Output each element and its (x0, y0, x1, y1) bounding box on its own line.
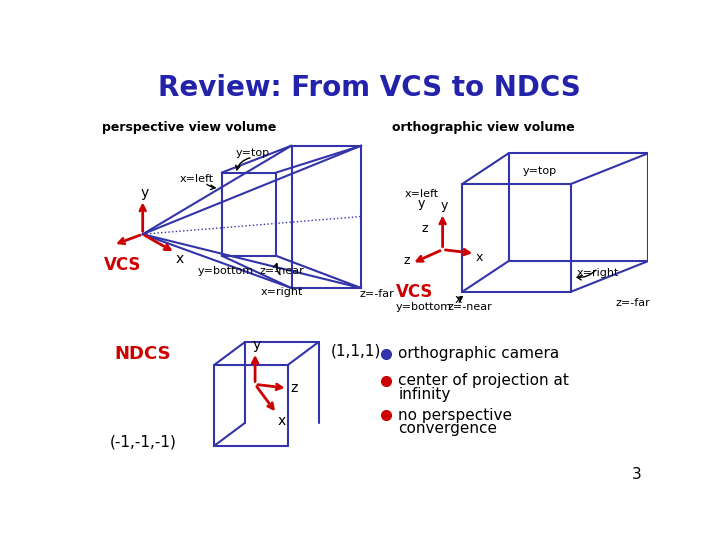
Text: z: z (421, 221, 428, 234)
Text: x=left: x=left (405, 189, 438, 199)
Text: y: y (441, 199, 448, 212)
Text: z: z (290, 381, 297, 395)
Text: y: y (418, 197, 426, 210)
Text: center of projection at: center of projection at (398, 373, 570, 388)
Text: x: x (454, 293, 462, 306)
Text: z: z (404, 254, 410, 267)
Text: 3: 3 (632, 467, 642, 482)
Text: orthographic camera: orthographic camera (398, 346, 559, 361)
Text: infinity: infinity (398, 387, 451, 402)
Text: x: x (476, 251, 484, 264)
Text: x=right: x=right (261, 287, 303, 297)
Text: y=bottom: y=bottom (197, 266, 253, 276)
Text: y=top: y=top (235, 148, 270, 158)
Text: orthographic view volume: orthographic view volume (392, 122, 575, 134)
Text: z=-near: z=-near (447, 302, 492, 312)
Text: z=-far: z=-far (360, 289, 395, 299)
Text: (1,1,1): (1,1,1) (330, 344, 381, 359)
Text: VCS: VCS (396, 283, 433, 301)
Text: x: x (176, 252, 184, 266)
Text: Review: From VCS to NDCS: Review: From VCS to NDCS (158, 74, 580, 102)
Text: y=top: y=top (523, 166, 557, 176)
Text: y: y (253, 338, 261, 352)
Text: y=bottom: y=bottom (395, 302, 451, 312)
Text: z=-near: z=-near (260, 266, 305, 276)
Text: z=-far: z=-far (615, 299, 650, 308)
Text: x=right: x=right (577, 268, 618, 278)
Text: y: y (140, 186, 148, 200)
Text: x: x (278, 414, 287, 428)
Text: NDCS: NDCS (114, 345, 171, 362)
Text: perspective view volume: perspective view volume (102, 122, 276, 134)
Text: x=left: x=left (180, 174, 214, 184)
Text: VCS: VCS (104, 256, 141, 274)
Text: no perspective: no perspective (398, 408, 513, 423)
Text: (-1,-1,-1): (-1,-1,-1) (109, 435, 176, 450)
Text: convergence: convergence (398, 421, 498, 436)
